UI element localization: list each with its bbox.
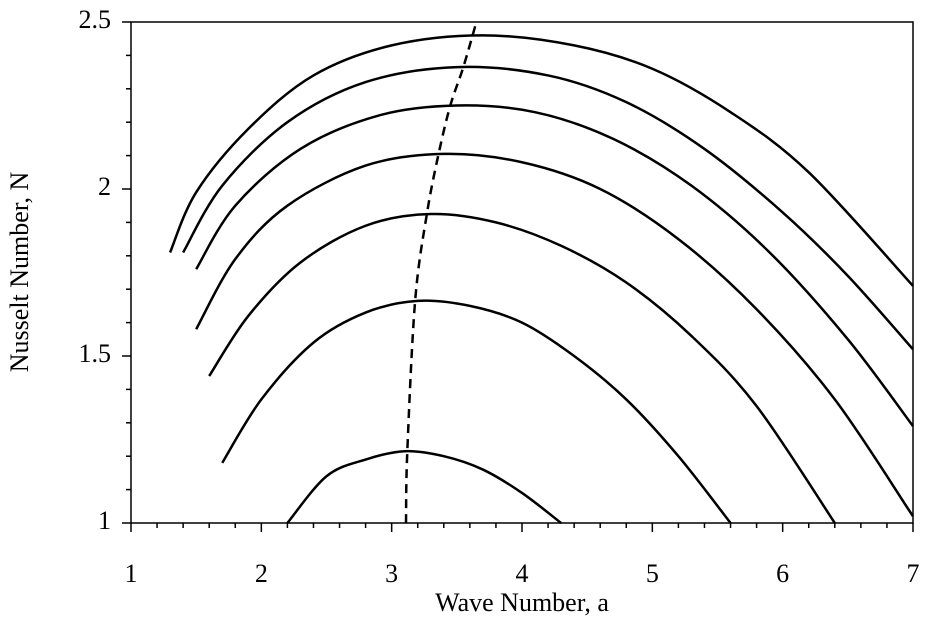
line <box>221 299 732 524</box>
y-tick-label: 2.5 <box>79 5 112 34</box>
x-tick-label: 3 <box>385 559 398 588</box>
line <box>286 449 562 524</box>
line <box>195 104 914 427</box>
plot-frame <box>130 21 914 524</box>
y-tick-label: 1.5 <box>79 339 112 368</box>
y-tick-label: 1 <box>98 506 111 535</box>
x-axis-label: Wave Number, a <box>435 588 609 617</box>
x-tick-label: 2 <box>255 559 268 588</box>
line <box>208 212 836 524</box>
x-tick-label: 4 <box>516 559 529 588</box>
x-tick-label: 1 <box>125 559 138 588</box>
line <box>404 21 478 524</box>
x-tick-label: 5 <box>646 559 659 588</box>
line <box>182 65 914 351</box>
line <box>195 152 915 518</box>
x-tick-label: 6 <box>776 559 789 588</box>
line <box>168 34 914 287</box>
y-tick-label: 2 <box>98 172 111 201</box>
y-axis-label: Nusselt Number, N <box>5 172 34 373</box>
x-tick-label: 7 <box>907 559 920 588</box>
